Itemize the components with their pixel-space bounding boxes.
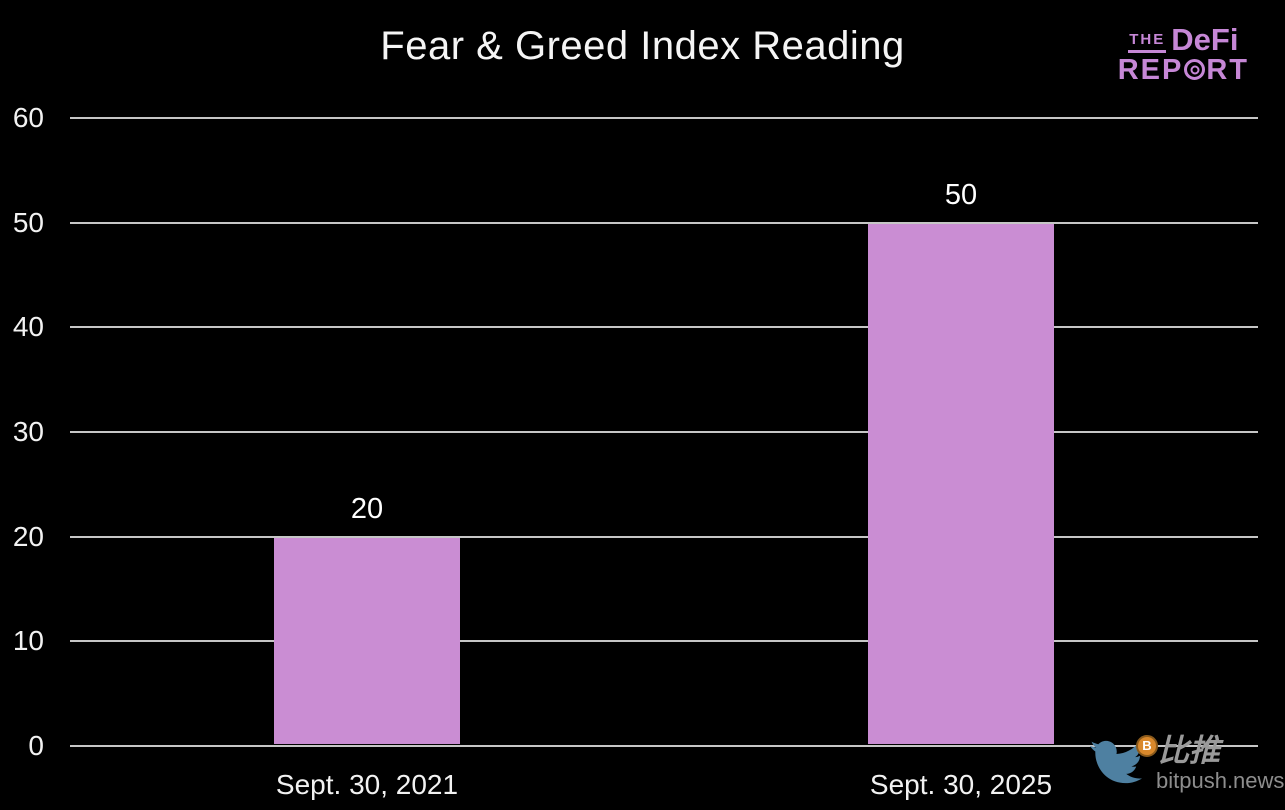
- y-tick-label: 20: [12, 521, 44, 552]
- logo-defi-text: DeFi: [1171, 22, 1239, 57]
- y-tick-label: 50: [12, 207, 44, 238]
- bar-value-label: 50: [944, 179, 978, 211]
- bitpush-cn-text: 比推: [1158, 733, 1220, 768]
- target-o-icon: [1184, 59, 1206, 80]
- bar: [868, 224, 1054, 744]
- gridline: [70, 640, 1258, 642]
- gridline: [70, 745, 1258, 747]
- bitcoin-coin-icon: B: [1136, 735, 1158, 757]
- gridline: [70, 536, 1258, 538]
- gridline: [70, 431, 1258, 433]
- logo-report-post-text: RT: [1206, 54, 1249, 86]
- y-tick-label: 10: [12, 625, 44, 656]
- gridline: [70, 326, 1258, 328]
- logo-line-1: THE DeFi: [1118, 24, 1249, 55]
- x-tick-label: Sept. 30, 2025: [869, 769, 1053, 800]
- bar-value-label: 20: [350, 493, 384, 525]
- x-tick-label: Sept. 30, 2021: [275, 769, 459, 800]
- bar: [274, 538, 460, 744]
- plot-area: 20 50: [70, 117, 1258, 747]
- y-tick-label: 40: [12, 311, 44, 342]
- chart-title: Fear & Greed Index Reading: [380, 24, 905, 68]
- logo-report-pre-text: REP: [1117, 54, 1184, 86]
- defi-report-logo: THE DeFi REP RT: [1118, 24, 1249, 85]
- target-o-inner-ring: [1190, 65, 1200, 74]
- y-tick-label: 30: [12, 416, 44, 447]
- logo-the-text: THE: [1128, 32, 1167, 53]
- y-tick-label: 60: [12, 102, 44, 133]
- y-axis: 0 10 20 30 40 50 60: [0, 102, 44, 761]
- gridline: [70, 222, 1258, 224]
- bitpush-bird-icon: [1089, 740, 1142, 784]
- logo-line-2: REP RT: [1118, 56, 1249, 85]
- gridline: [70, 117, 1258, 119]
- x-axis: Sept. 30, 2021 Sept. 30, 2025: [70, 768, 1258, 808]
- y-tick-label: 0: [28, 730, 44, 761]
- bitpush-domain-text: bitpush.news: [1156, 768, 1285, 793]
